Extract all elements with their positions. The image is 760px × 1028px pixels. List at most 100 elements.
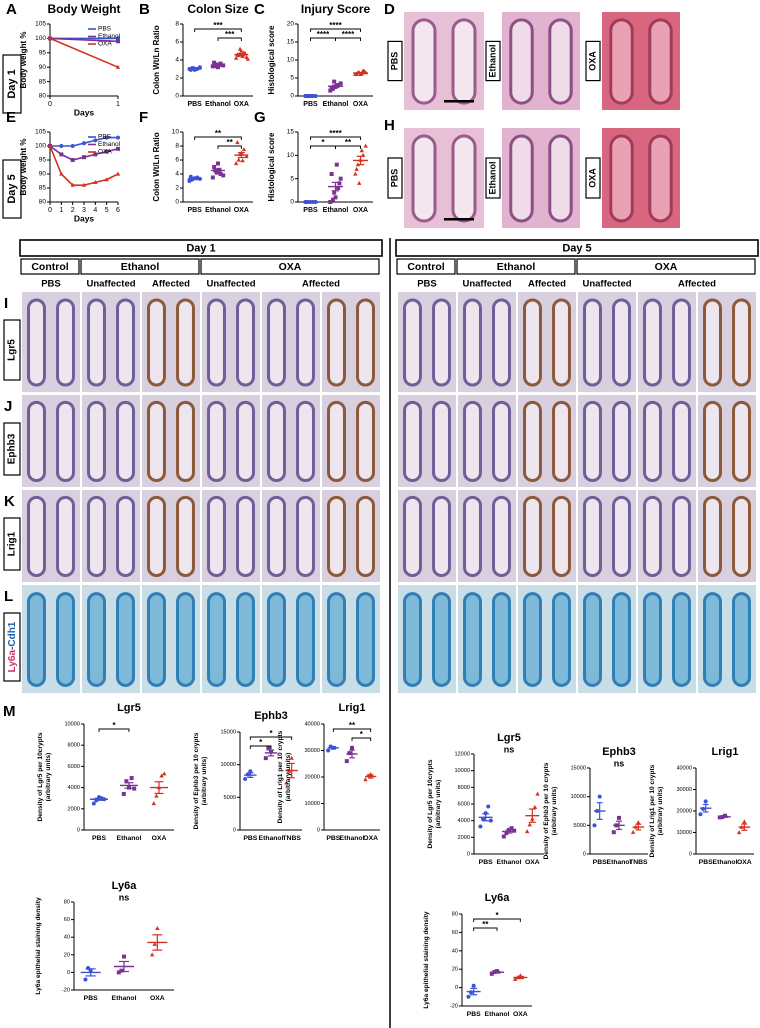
significance-label: **** xyxy=(329,129,342,138)
significance-bracket xyxy=(249,745,272,749)
x-tick-label: PBS xyxy=(699,859,713,866)
point xyxy=(512,828,517,833)
point xyxy=(93,138,98,143)
crypt xyxy=(87,400,106,483)
point xyxy=(478,824,483,829)
significance-bracket xyxy=(351,737,372,741)
point xyxy=(703,799,708,804)
point xyxy=(233,55,239,60)
x-axis-label: Days xyxy=(74,107,95,117)
y-tick-label: 10000 xyxy=(454,768,470,774)
vertical-label: PBS xyxy=(389,169,399,188)
y-tick-label: 90 xyxy=(39,64,47,71)
point xyxy=(354,72,359,76)
crypt xyxy=(176,400,195,483)
legend-label: OXA xyxy=(98,41,112,48)
vertical-label: Ephb3 xyxy=(7,433,18,464)
column-title: PBS xyxy=(41,279,61,290)
y-axis-label: (arbitrary units) xyxy=(551,787,558,836)
crypt xyxy=(87,592,106,687)
crypt xyxy=(27,495,46,578)
crypt xyxy=(672,495,691,578)
point xyxy=(597,794,602,799)
y-tick-label: 6000 xyxy=(68,764,80,770)
point xyxy=(47,36,53,40)
y-tick-label: 0 xyxy=(290,199,294,206)
point xyxy=(91,801,96,806)
crypt xyxy=(116,298,135,387)
column-title: Affected xyxy=(302,279,340,290)
x-tick-label: PBS xyxy=(303,101,318,108)
point xyxy=(216,161,220,166)
crypt xyxy=(612,400,631,483)
significance-bracket xyxy=(217,145,242,149)
point xyxy=(70,144,75,148)
legend-label: OXA xyxy=(98,149,112,156)
y-axis-label: Density of Lgr5 per 10crypts xyxy=(427,759,434,848)
significance-bracket xyxy=(335,145,361,149)
crypt xyxy=(703,495,722,578)
point xyxy=(70,158,75,162)
error-bar xyxy=(356,71,365,74)
y-axis-label: Ly6a epithelial staining density xyxy=(423,911,430,1009)
y-tick-label: 10 xyxy=(287,57,295,64)
significance-bracket xyxy=(194,136,242,140)
crypt xyxy=(643,592,662,687)
y-tick-label: 105 xyxy=(35,129,46,136)
column-title: PBS xyxy=(417,279,437,290)
chart-title: Lgr5 xyxy=(117,702,141,714)
y-tick-label: 4000 xyxy=(458,818,470,824)
crypt xyxy=(236,592,255,687)
crypt xyxy=(732,298,751,387)
significance-label: ** xyxy=(227,138,234,147)
point xyxy=(698,812,703,817)
crypt xyxy=(147,298,166,387)
significance-label: ** xyxy=(215,129,222,138)
point xyxy=(212,165,217,169)
error-bar xyxy=(505,829,513,834)
panel-letter: M xyxy=(3,703,16,720)
column-title: Unaffected xyxy=(462,279,511,290)
crypt xyxy=(643,495,662,578)
label-box xyxy=(2,54,22,114)
point xyxy=(509,826,514,831)
error-bar xyxy=(741,823,748,831)
point xyxy=(243,777,248,782)
point xyxy=(104,177,109,182)
y-tick-label: 30000 xyxy=(676,787,692,793)
point xyxy=(151,801,156,806)
crypt xyxy=(56,592,75,687)
y-tick-label: 10000 xyxy=(570,794,586,800)
x-tick-label: 0 xyxy=(48,101,52,108)
point xyxy=(241,147,247,152)
vertical-label: Ethanol xyxy=(487,45,497,78)
crypt xyxy=(583,592,602,687)
point xyxy=(354,166,359,171)
y-tick-label: 105 xyxy=(35,21,46,28)
x-tick-label: PBS xyxy=(479,859,493,866)
y-tick-label: 40 xyxy=(64,935,70,941)
significance-bracket xyxy=(310,136,361,140)
significance-label: * xyxy=(495,911,499,920)
y-tick-label: 10000 xyxy=(304,801,320,807)
significance-label: **** xyxy=(329,21,342,30)
crypt xyxy=(492,400,511,483)
legend-label: PBS xyxy=(98,26,112,33)
crypt xyxy=(327,592,346,687)
point xyxy=(617,815,621,820)
y-tick-label: 80 xyxy=(64,899,70,905)
x-tick-label: 4 xyxy=(93,207,97,214)
crypt xyxy=(463,495,482,578)
point xyxy=(162,771,167,776)
label-box xyxy=(585,157,601,199)
crypt xyxy=(296,298,315,387)
label-box xyxy=(2,159,22,219)
crypt xyxy=(523,495,542,578)
group-header xyxy=(20,258,80,275)
point xyxy=(332,190,337,195)
crypt xyxy=(327,495,346,578)
y-tick-label: 0 xyxy=(233,827,236,833)
marker-red: Ly6a xyxy=(7,650,18,673)
y-tick-label: 15000 xyxy=(570,765,586,771)
